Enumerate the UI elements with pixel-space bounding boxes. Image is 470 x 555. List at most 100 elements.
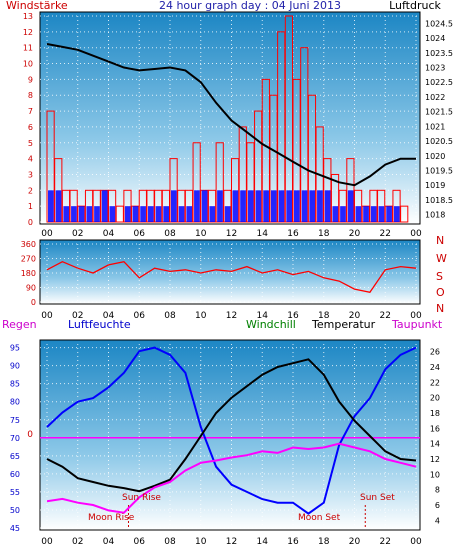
wind-avg-bar xyxy=(201,190,208,222)
rain-label: Regen xyxy=(2,318,37,331)
humidity-tick-label: 60 xyxy=(10,470,20,479)
wind-avg-bar xyxy=(86,206,93,222)
wind-tick-label: 11 xyxy=(23,44,33,53)
temperature-tick-label: 8 xyxy=(435,486,440,495)
wind-avg-bar xyxy=(363,206,369,222)
x-tick-label: 20 xyxy=(349,311,361,321)
x-tick-label: 02 xyxy=(72,537,83,547)
wind-avg-bar xyxy=(332,206,339,222)
wind-avg-bar xyxy=(270,190,277,222)
temperature-tick-label: 26 xyxy=(430,348,440,357)
humidity-tick-label: 65 xyxy=(10,452,20,461)
wind-tick-label: 7 xyxy=(28,107,33,116)
wind-avg-bar xyxy=(132,206,139,222)
temperature-tick-label: 12 xyxy=(430,455,440,464)
moon-rise-annotation: Moon Rise xyxy=(88,513,135,523)
x-tick-label: 00 xyxy=(41,229,53,239)
wind-avg-bar xyxy=(178,206,185,222)
x-tick-label: 12 xyxy=(226,311,237,321)
wind-avg-bar xyxy=(217,190,223,222)
x-tick-label: 02 xyxy=(72,229,83,239)
wind-avg-bar xyxy=(263,190,269,222)
humidity-tick-label: 55 xyxy=(10,488,20,497)
x-tick-label: 12 xyxy=(226,537,237,547)
wind-avg-bar xyxy=(78,206,85,222)
wind-avg-bar xyxy=(393,206,400,222)
wind-avg-bar xyxy=(48,190,54,222)
temperature-tick-label: 18 xyxy=(430,409,440,418)
chart-title: 24 hour graph day : 04 Juni 2013 xyxy=(159,0,341,12)
pressure-tick-label: 1018.5 xyxy=(425,196,453,205)
x-tick-label: 04 xyxy=(103,229,115,239)
dewpoint-label: Taupunkt xyxy=(391,318,443,331)
temperature-tick-label: 22 xyxy=(430,378,440,387)
wind-bar xyxy=(400,205,409,223)
x-tick-label: 18 xyxy=(318,229,330,239)
x-tick-label: 12 xyxy=(226,229,237,239)
wind-tick-label: 0 xyxy=(28,218,33,227)
wind-avg-bar xyxy=(386,206,392,222)
x-tick-label: 08 xyxy=(164,229,176,239)
wind-avg-bar xyxy=(370,206,377,222)
x-tick-label: 20 xyxy=(349,229,361,239)
wind-tick-label: 4 xyxy=(28,155,33,164)
wind-avg-bar xyxy=(155,206,162,222)
wind-avg-bar xyxy=(171,190,177,222)
x-tick-label: 02 xyxy=(72,311,83,321)
x-tick-label: 06 xyxy=(134,311,146,321)
x-tick-label: 08 xyxy=(164,537,176,547)
wind-avg-bar xyxy=(255,190,262,222)
compass-label: S xyxy=(436,270,443,283)
wind-avg-bar xyxy=(301,190,308,222)
x-tick-label: 22 xyxy=(380,311,391,321)
wind-avg-bar xyxy=(240,190,246,222)
compass-label: N xyxy=(436,234,444,247)
wind-avg-bar xyxy=(317,190,323,222)
wind-tick-label: 3 xyxy=(28,170,33,179)
x-tick-label: 14 xyxy=(257,229,269,239)
humidity-tick-label: 45 xyxy=(10,524,20,533)
pressure-tick-label: 1023.5 xyxy=(425,49,453,58)
temperature-tick-label: 4 xyxy=(435,516,440,525)
wind-direction-line xyxy=(46,260,417,294)
wind-avg-bar xyxy=(109,206,116,222)
humidity-line xyxy=(46,346,417,515)
dewpoint-line xyxy=(46,442,417,514)
pressure-tick-label: 1022.5 xyxy=(425,78,453,87)
wind-avg-bar xyxy=(186,206,193,222)
pressure-tick-label: 1023 xyxy=(425,64,445,73)
wind-tick-label: 2 xyxy=(28,186,33,195)
wind-avg-bar xyxy=(63,206,70,222)
pressure-tick-label: 1021 xyxy=(425,122,445,131)
x-tick-label: 06 xyxy=(134,537,146,547)
wind-tick-label: 1 xyxy=(28,202,33,211)
x-tick-label: 04 xyxy=(103,311,115,321)
compass-label: W xyxy=(436,252,447,265)
x-tick-label: 16 xyxy=(287,311,299,321)
humidity-tick-label: 70 xyxy=(10,434,20,443)
temperature-tick-label: 10 xyxy=(430,470,440,479)
temperature-line xyxy=(46,358,417,493)
wind-avg-bar xyxy=(209,206,216,222)
humidity-tick-label: 80 xyxy=(10,398,20,407)
wind-avg-bar xyxy=(194,190,200,222)
wind-avg-bar xyxy=(232,190,239,222)
x-tick-label: 00 xyxy=(410,537,422,547)
direction-tick-label: 180 xyxy=(21,269,36,278)
temperature-tick-label: 14 xyxy=(430,440,440,449)
wind-avg-bar xyxy=(355,206,362,222)
pressure-tick-label: 1019.5 xyxy=(425,167,453,176)
temperature-label: Temperatur xyxy=(311,318,376,331)
x-tick-label: 22 xyxy=(380,229,391,239)
humidity-tick-label: 85 xyxy=(10,380,20,389)
x-tick-label: 22 xyxy=(380,537,391,547)
humidity-tick-label: 95 xyxy=(10,344,20,353)
wind-avg-bar xyxy=(347,190,354,222)
compass-label: O xyxy=(436,286,445,299)
panel1-layer: 01234567891011121310181018.510191019.510… xyxy=(23,12,453,239)
wind-avg-bar xyxy=(163,206,169,222)
pressure-tick-label: 1021.5 xyxy=(425,108,453,117)
panel3-layer: 45 50 55 60 65 70 75 80 85 90 95 4 6 8 10 12 14 16 18 20 22 2… xyxy=(10,344,440,547)
